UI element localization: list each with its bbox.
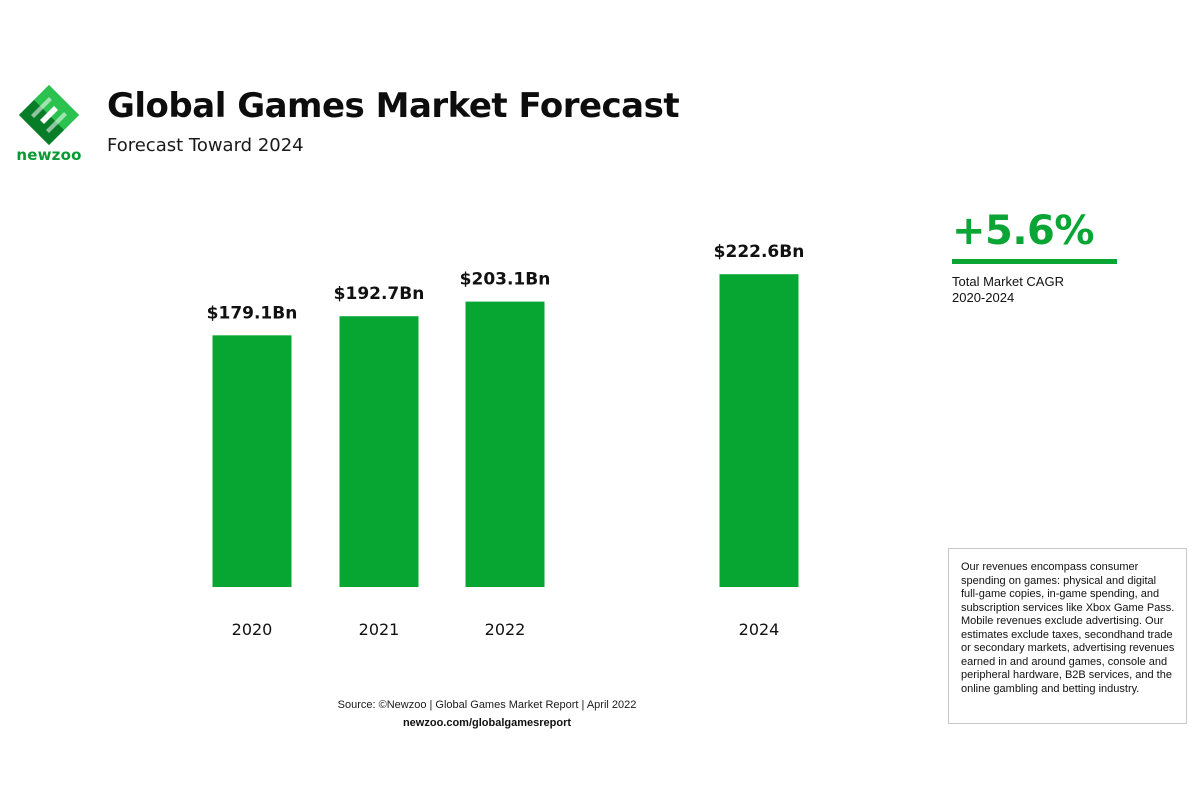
value-label-2020: $179.1Bn	[207, 303, 298, 323]
value-label-2024: $222.6Bn	[714, 242, 805, 262]
x-tick-label-2024: 2024	[739, 620, 780, 639]
bar-2020	[212, 335, 292, 587]
logo-wordmark: newzoo	[16, 146, 82, 164]
x-tick-label-2022: 2022	[485, 620, 526, 639]
cagr-label: Total Market CAGR	[952, 274, 1064, 289]
newzoo-diamond-icon	[19, 85, 79, 145]
bar-2021	[339, 316, 419, 587]
page-title: Global Games Market Forecast	[107, 86, 680, 126]
cagr-value: +5.6%	[952, 208, 1094, 254]
report-link[interactable]: newzoo.com/globalgamesreport	[402, 717, 572, 729]
x-tick-label-2021: 2021	[359, 620, 400, 639]
methodology-note: Our revenues encompass consumer spending…	[948, 548, 1187, 724]
bar-2024	[719, 274, 799, 587]
value-label-2021: $192.7Bn	[334, 284, 425, 304]
bar-2022	[465, 301, 545, 587]
source-credit: Source: ©Newzoo | Global Games Market Re…	[337, 699, 637, 711]
cagr-underline	[952, 259, 1117, 264]
bar-chart: $179.1Bn 2020 $192.7Bn 2021 $203.1Bn 2022 $222…	[207, 242, 805, 639]
newzoo-logo: newzoo	[14, 84, 84, 164]
value-label-2022: $203.1Bn	[460, 270, 551, 290]
page-subtitle: Forecast Toward 2024	[107, 135, 304, 156]
x-tick-label-2020: 2020	[232, 620, 273, 639]
cagr-callout: +5.6% Total Market CAGR 2020-2024	[952, 206, 1122, 306]
cagr-period: 2020-2024	[952, 290, 1015, 305]
